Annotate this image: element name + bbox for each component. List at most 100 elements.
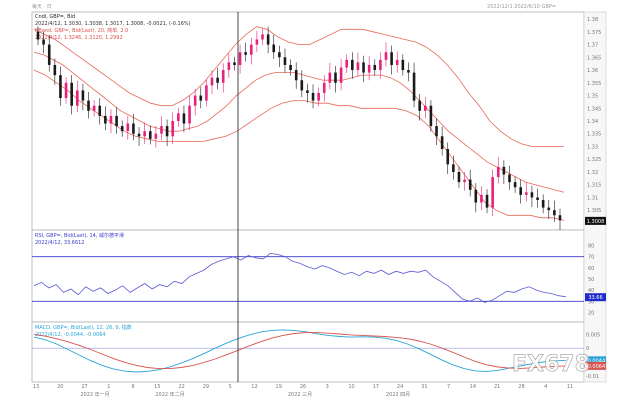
macd-title: MACD, GBP=, Bid(Last), 12, 26, 9, 指数 <box>35 324 132 331</box>
macd-series-line <box>33 332 567 370</box>
candle-body <box>115 115 118 127</box>
candle-body <box>143 131 146 137</box>
price-tick-label: 1.345 <box>587 106 601 112</box>
rsi-last-value: 33.66 <box>588 295 602 301</box>
macd-last-value: -0.0044 <box>586 358 605 364</box>
candle-body <box>132 123 135 134</box>
x-period-label: 2022 四月 <box>386 392 410 398</box>
candle-body <box>42 39 45 45</box>
candle-body <box>193 95 197 106</box>
candle-body <box>238 52 242 65</box>
price-tick-label: 1.305 <box>587 208 601 214</box>
candle-body <box>519 187 523 195</box>
rsi-tick-label: 40 <box>588 288 594 294</box>
candle-body <box>345 59 349 68</box>
rsi-tick-label: 30 <box>588 299 594 305</box>
candle-body <box>171 121 175 137</box>
candlesticks <box>36 26 562 231</box>
candle-body <box>395 59 399 65</box>
candle-body <box>322 82 326 93</box>
macd-indicator <box>32 329 584 373</box>
candle-body <box>36 31 40 40</box>
candle-body <box>367 64 371 73</box>
candle-body <box>182 113 186 124</box>
macd-info: 2022/4/12, -0.0044, -0.0064 <box>35 332 106 338</box>
x-tick-label: 3 <box>326 384 329 390</box>
x-tick-label: 15 <box>154 384 160 390</box>
candle-body <box>457 171 461 183</box>
x-tick-label: 14 <box>470 384 476 390</box>
x-tick-label: 20 <box>57 384 63 390</box>
candle-body <box>87 100 90 111</box>
x-tick-label: 10 <box>348 384 354 390</box>
candle-body <box>227 62 231 71</box>
x-tick-label: 26 <box>300 384 306 390</box>
price-tick-label: 1.32 <box>587 170 598 176</box>
candle-body <box>165 126 169 137</box>
price-tick-label: 1.355 <box>587 81 601 87</box>
header-left-caption: 每天 · 日 <box>32 3 52 10</box>
candle-body <box>334 72 337 83</box>
candle-body <box>362 62 365 73</box>
candle-body <box>255 39 259 45</box>
candle-body <box>491 177 494 208</box>
price-tick-label: 1.38 <box>587 17 598 23</box>
x-tick-label: 17 <box>373 384 379 390</box>
candle-body <box>502 166 506 175</box>
candle-body <box>339 67 343 83</box>
candle-body <box>390 52 393 65</box>
x-tick-label: 8 <box>131 384 134 390</box>
candle-body <box>188 105 191 124</box>
candle-body <box>541 199 545 208</box>
candle-body <box>423 105 427 111</box>
candle-body <box>154 133 158 139</box>
candle-body <box>47 44 51 65</box>
x-tick-label: 11 <box>567 384 573 390</box>
x-tick-label: 5 <box>229 384 232 390</box>
rsi-y-axis: 80 70 60 50 40 30 20 <box>588 244 594 317</box>
candle-body <box>474 189 478 203</box>
candle-body <box>317 92 320 101</box>
price-title: Cndl, GBP=, Bid <box>35 14 75 20</box>
candle-body <box>75 90 79 106</box>
bb-upper-line <box>33 26 564 147</box>
candle-body <box>553 210 556 216</box>
candle-body <box>558 215 562 221</box>
candle-body <box>306 90 309 93</box>
bb-middle-line <box>33 51 565 193</box>
candle-body <box>463 179 466 183</box>
macd-panel <box>31 321 585 383</box>
x-tick-label: 7 <box>447 384 450 390</box>
candle-body <box>373 64 377 71</box>
candle-body <box>412 72 416 101</box>
candle-body <box>92 105 96 111</box>
x-tick-label: 4 <box>544 384 547 390</box>
candle-body <box>536 197 539 200</box>
x-tick-label: 28 <box>518 384 524 390</box>
candle-body <box>508 174 511 183</box>
x-tick-label: 12 <box>251 384 257 390</box>
price-tick-label: 1.315 <box>587 183 601 189</box>
candle-body <box>435 126 438 137</box>
x-tick-label: 1 <box>107 384 110 390</box>
signal-last-value: -0.0064 <box>586 364 605 370</box>
candle-body <box>160 126 163 134</box>
macd-tick-label: 0.005 <box>586 332 600 338</box>
macd-series-line <box>33 329 567 373</box>
candle-body <box>64 82 68 99</box>
candle-body <box>480 194 483 203</box>
candle-body <box>221 70 225 83</box>
candle-body <box>177 113 180 121</box>
candle-body <box>485 194 489 208</box>
candle-body <box>547 207 551 211</box>
rsi-tick-label: 80 <box>588 244 594 250</box>
candle-body <box>289 64 292 71</box>
x-period-label: 2022 三月 <box>288 392 312 398</box>
candle-body <box>249 44 253 55</box>
price-tick-label: 1.34 <box>587 119 598 125</box>
candle-body <box>418 100 421 111</box>
price-tick-label: 1.335 <box>587 132 601 138</box>
price-info-1: 2022/4/12, 1.3030, 1.3038, 1.3017, 1.300… <box>35 21 191 27</box>
candle-body <box>356 62 360 71</box>
